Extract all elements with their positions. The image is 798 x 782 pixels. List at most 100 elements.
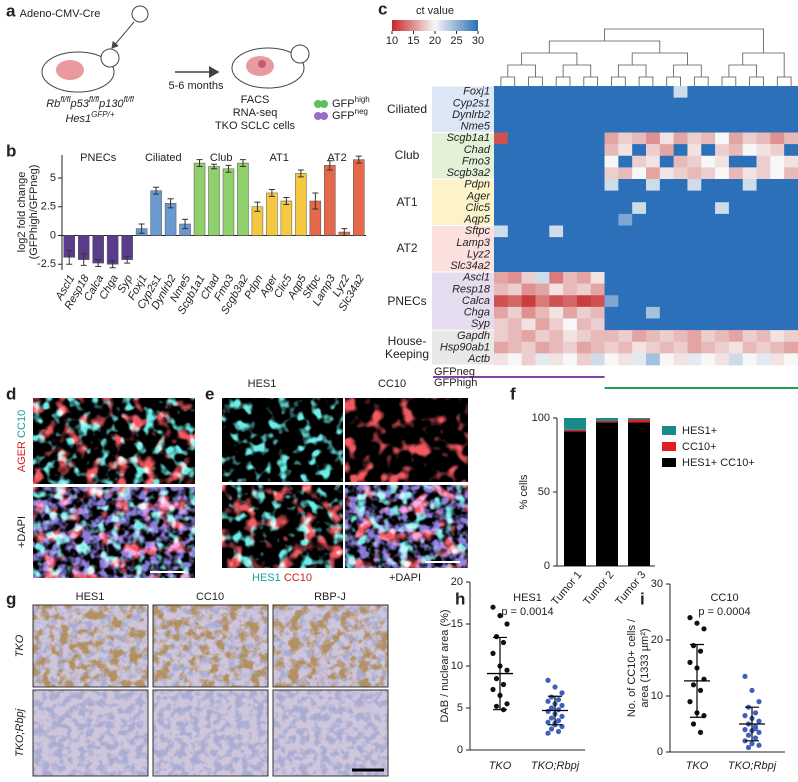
heatmap-cell bbox=[715, 86, 730, 98]
data-point bbox=[749, 687, 755, 694]
data-point bbox=[701, 626, 707, 632]
group-label: PNECs bbox=[80, 152, 117, 164]
heatmap-cell bbox=[756, 248, 771, 261]
heatmap-cell bbox=[576, 190, 592, 203]
heatmap-cell bbox=[521, 120, 536, 133]
heatmap-cell bbox=[632, 167, 647, 180]
heatmap-cell bbox=[535, 306, 550, 319]
heatmap-cell bbox=[590, 237, 605, 250]
x-tick-label: TKO;Rbpj bbox=[531, 760, 580, 772]
heatmap-cell bbox=[535, 318, 550, 331]
heatmap-cell bbox=[632, 213, 647, 226]
heatmap-cell bbox=[549, 190, 564, 203]
micrograph-layer bbox=[345, 398, 468, 482]
y-tick-label: 50 bbox=[538, 486, 550, 498]
mouse-head bbox=[100, 48, 120, 68]
row-label: Gapdh bbox=[457, 330, 490, 342]
heatmap-cell bbox=[784, 237, 798, 250]
data-point bbox=[690, 721, 697, 727]
heatmap-cell bbox=[701, 120, 716, 133]
channel-label: AGER bbox=[16, 441, 28, 472]
heatmap-cell bbox=[673, 295, 688, 308]
heatmap-cell bbox=[507, 295, 522, 308]
heatmap-cell bbox=[715, 97, 730, 110]
heatmap-cell bbox=[590, 109, 605, 122]
heatmap-cell bbox=[563, 341, 578, 354]
heatmap-cell bbox=[576, 318, 592, 331]
heatmap-cell bbox=[784, 109, 798, 122]
heatmap-cell bbox=[604, 283, 619, 296]
data-point bbox=[752, 710, 759, 716]
tumor bbox=[258, 60, 266, 68]
data-point bbox=[742, 673, 748, 680]
heatmap-cell bbox=[576, 179, 592, 191]
heatmap-cell bbox=[618, 260, 633, 273]
heatmap-cell bbox=[507, 120, 522, 133]
heatmap-cell bbox=[687, 120, 702, 133]
y-tick-label: 20 bbox=[451, 576, 463, 588]
heatmap-cell bbox=[715, 225, 730, 238]
data-point bbox=[548, 715, 555, 721]
heatmap-cell bbox=[701, 179, 716, 191]
heatmap-cell bbox=[563, 120, 578, 133]
frame bbox=[152, 604, 269, 688]
heatmap-cell bbox=[576, 283, 592, 296]
heatmap-cell bbox=[742, 144, 757, 157]
group-band bbox=[432, 86, 494, 132]
heatmap-cell bbox=[756, 341, 771, 354]
row-label: Sftpc bbox=[465, 225, 491, 237]
heatmap-cell bbox=[687, 190, 702, 203]
heatmap-cell bbox=[563, 330, 578, 343]
heatmap-cell bbox=[563, 132, 578, 145]
heatmap-cell bbox=[632, 225, 647, 238]
y-tick-label: 30 bbox=[651, 578, 663, 590]
heatmap-cell bbox=[701, 225, 716, 238]
heatmap-cell bbox=[576, 167, 592, 180]
heatmap-cell bbox=[549, 155, 564, 168]
p-value: p = 0.0014 bbox=[501, 606, 553, 618]
heatmap-cell bbox=[756, 86, 771, 98]
population-label: GFPhigh bbox=[332, 95, 370, 110]
bar-segment bbox=[628, 418, 650, 420]
heatmap-cell bbox=[742, 260, 757, 273]
x-tick-label: Tumor 1 bbox=[549, 569, 584, 608]
heatmap-cell bbox=[770, 144, 785, 157]
heatmap-cell bbox=[494, 341, 509, 354]
heatmap-cell bbox=[756, 306, 771, 319]
heatmap-cell bbox=[549, 179, 564, 191]
heatmap-cell bbox=[535, 86, 550, 98]
heatmap-cell bbox=[728, 225, 744, 238]
row-group-label: Ciliated bbox=[386, 101, 428, 116]
heatmap-cell bbox=[507, 86, 522, 98]
y-axis-label: No. of CC10+ cells / bbox=[626, 618, 638, 717]
step: RNA-seq bbox=[233, 107, 278, 119]
y-tick-label: 0 bbox=[657, 746, 663, 758]
heatmap-cell bbox=[646, 341, 661, 354]
heatmap-cell bbox=[687, 97, 702, 110]
heatmap-cell bbox=[715, 272, 730, 284]
heatmap-cell bbox=[646, 190, 661, 203]
heatmap-cell bbox=[618, 132, 633, 145]
heatmap-cell bbox=[770, 190, 785, 203]
duration: 5-6 months bbox=[168, 80, 224, 92]
heatmap-cell bbox=[742, 225, 757, 238]
heatmap-cell bbox=[535, 341, 550, 354]
heatmap-cell bbox=[770, 318, 785, 331]
group-label: Club bbox=[210, 152, 233, 164]
data-point bbox=[742, 713, 748, 719]
bar-segment bbox=[564, 429, 586, 432]
data-point bbox=[752, 735, 759, 741]
frame bbox=[272, 604, 389, 688]
heatmap-cell bbox=[535, 283, 550, 296]
row-label: Nme5 bbox=[461, 121, 491, 133]
heatmap-cell bbox=[784, 283, 798, 296]
heatmap-cell bbox=[604, 295, 619, 308]
data-point bbox=[500, 681, 507, 688]
heatmap-cell bbox=[715, 283, 730, 296]
channel-label: HES1 bbox=[248, 378, 277, 390]
heatmap-cell bbox=[770, 295, 785, 308]
legend-swatch bbox=[662, 458, 676, 467]
heatmap-cell bbox=[590, 248, 605, 261]
heatmap-cell bbox=[673, 306, 688, 319]
